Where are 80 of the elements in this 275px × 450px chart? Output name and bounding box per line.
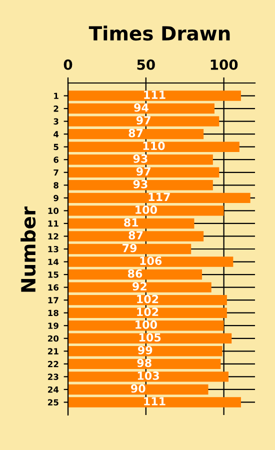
y-tick-label: 4 [54,131,59,138]
bar [68,154,213,165]
bar [68,333,232,344]
x-tick-label: 100 [210,59,238,70]
data-label: 103 [138,372,159,380]
y-tick-label: 24 [48,386,59,393]
data-label: 86 [128,269,142,278]
y-tick-label: 22 [48,360,58,368]
data-label: 105 [139,333,161,342]
bar [68,128,204,140]
bar [68,142,240,152]
data-label: 111 [144,90,166,99]
data-label: 102 [137,294,158,304]
y-tick-label: 9 [54,194,58,202]
bar [68,90,241,101]
bar [68,180,213,190]
bar [68,206,224,216]
bar [68,294,227,306]
bar [68,320,224,331]
bar [68,308,227,318]
bar [68,103,214,114]
y-tick-label: 18 [48,310,58,316]
bar [68,256,234,267]
y-tick-label: 21 [48,348,58,354]
y-tick-label: 13 [48,246,58,252]
bar [68,167,220,178]
data-label: 100 [136,206,157,214]
data-label: 92 [132,282,146,291]
data-label: 87 [128,231,143,240]
y-tick-label: 1 [54,92,58,99]
data-label: 81 [124,218,138,227]
bar [68,116,220,126]
data-label: 110 [143,142,165,150]
data-label: 106 [140,256,162,265]
y-tick-label: 12 [48,233,58,240]
y-tick-label: 16 [48,284,59,291]
data-label: 93 [133,180,148,188]
y-tick-label: 7 [54,169,58,176]
data-label: 97 [136,116,150,125]
y-tick-label: 20 [48,335,59,342]
y-tick-label: 10 [48,208,59,214]
bar [68,397,241,408]
data-label: 111 [144,397,166,406]
y-tick-label: 15 [48,272,58,278]
bar [68,282,212,292]
bar [68,358,221,370]
bar [68,384,208,395]
bar [68,244,192,254]
data-label: 117 [148,192,170,201]
y-tick-label: 25 [48,399,58,406]
x-tick-label: 50 [137,59,155,70]
data-label: 90 [130,384,146,393]
bar [68,372,229,382]
data-label: 97 [136,167,150,176]
x-tick-label: 0 [64,59,72,70]
data-label: 94 [134,103,148,112]
data-label: 102 [137,308,158,316]
y-tick-label: 5 [54,144,58,150]
bar [68,218,194,229]
y-tick-label: 2 [54,106,58,112]
y-tick-label: 17 [48,297,58,304]
bar [68,231,204,242]
y-axis-title: Number [20,206,36,292]
data-label: 87 [128,128,143,138]
bar [68,192,250,204]
y-tick-label: 3 [54,118,58,125]
y-tick-label: 14 [48,258,59,265]
bar [68,269,202,280]
data-label: 93 [133,154,148,163]
data-label: 99 [138,346,152,354]
data-label: 100 [136,320,157,329]
y-tick-label: 11 [48,220,58,227]
y-tick-label: 8 [54,182,58,188]
data-label: 98 [137,358,152,368]
data-label: 79 [122,244,137,252]
chart-title: Times Drawn [88,26,230,41]
y-tick-label: 6 [54,156,59,163]
bar [68,346,222,356]
y-tick-label: 23 [48,374,58,380]
y-tick-label: 19 [48,322,58,329]
